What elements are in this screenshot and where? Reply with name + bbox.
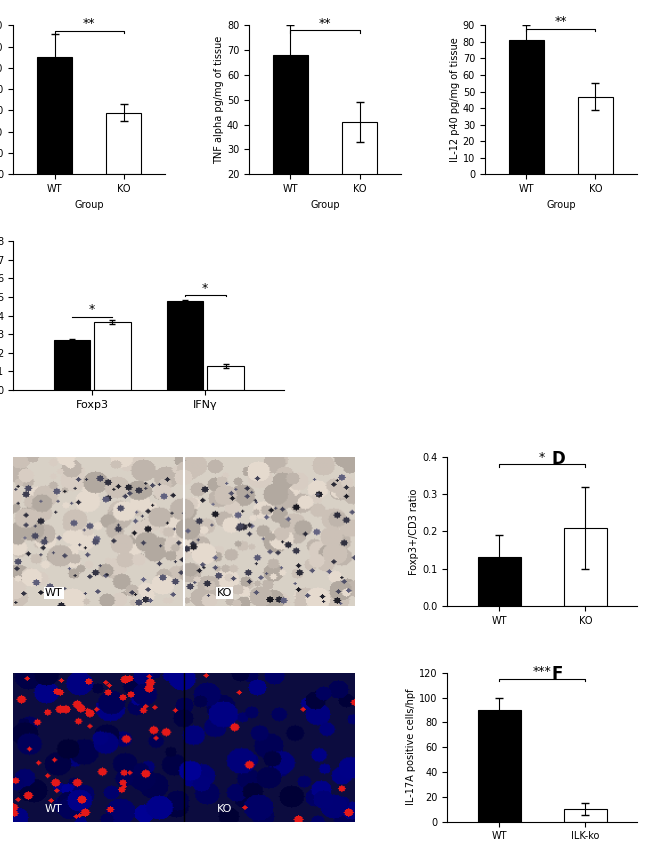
X-axis label: Group: Group <box>74 200 104 209</box>
Y-axis label: TNF alpha pg/mg of tissue: TNF alpha pg/mg of tissue <box>214 36 224 164</box>
Y-axis label: IL-12 p40 pg/mg of tissue: IL-12 p40 pg/mg of tissue <box>450 37 460 162</box>
Text: D: D <box>552 450 566 468</box>
Bar <box>478 557 521 606</box>
Bar <box>564 809 607 822</box>
X-axis label: Group: Group <box>546 200 576 209</box>
Text: **: ** <box>554 15 567 28</box>
Bar <box>343 122 377 224</box>
Text: KO: KO <box>217 804 232 814</box>
Text: F: F <box>552 666 563 684</box>
Text: KO: KO <box>217 589 232 598</box>
Bar <box>37 58 72 174</box>
Bar <box>509 41 543 174</box>
Y-axis label: IL-17A positive cells/hpf: IL-17A positive cells/hpf <box>406 689 417 805</box>
Bar <box>207 366 244 390</box>
Text: ***: *** <box>533 665 552 678</box>
Text: **: ** <box>83 17 96 30</box>
Text: WT: WT <box>45 589 63 598</box>
Text: *: * <box>539 451 545 463</box>
Y-axis label: Foxp3+/CD3 ratio: Foxp3+/CD3 ratio <box>410 488 419 574</box>
Bar <box>94 322 131 390</box>
Bar <box>578 97 613 174</box>
Text: WT: WT <box>45 804 63 814</box>
Bar <box>54 340 90 390</box>
Bar <box>478 710 521 822</box>
Text: **: ** <box>318 17 332 30</box>
Bar <box>273 55 307 224</box>
Bar <box>167 301 203 390</box>
Text: *: * <box>202 281 208 295</box>
Bar <box>564 528 607 606</box>
Text: *: * <box>89 303 96 316</box>
Bar <box>107 113 141 174</box>
X-axis label: Group: Group <box>310 200 340 209</box>
